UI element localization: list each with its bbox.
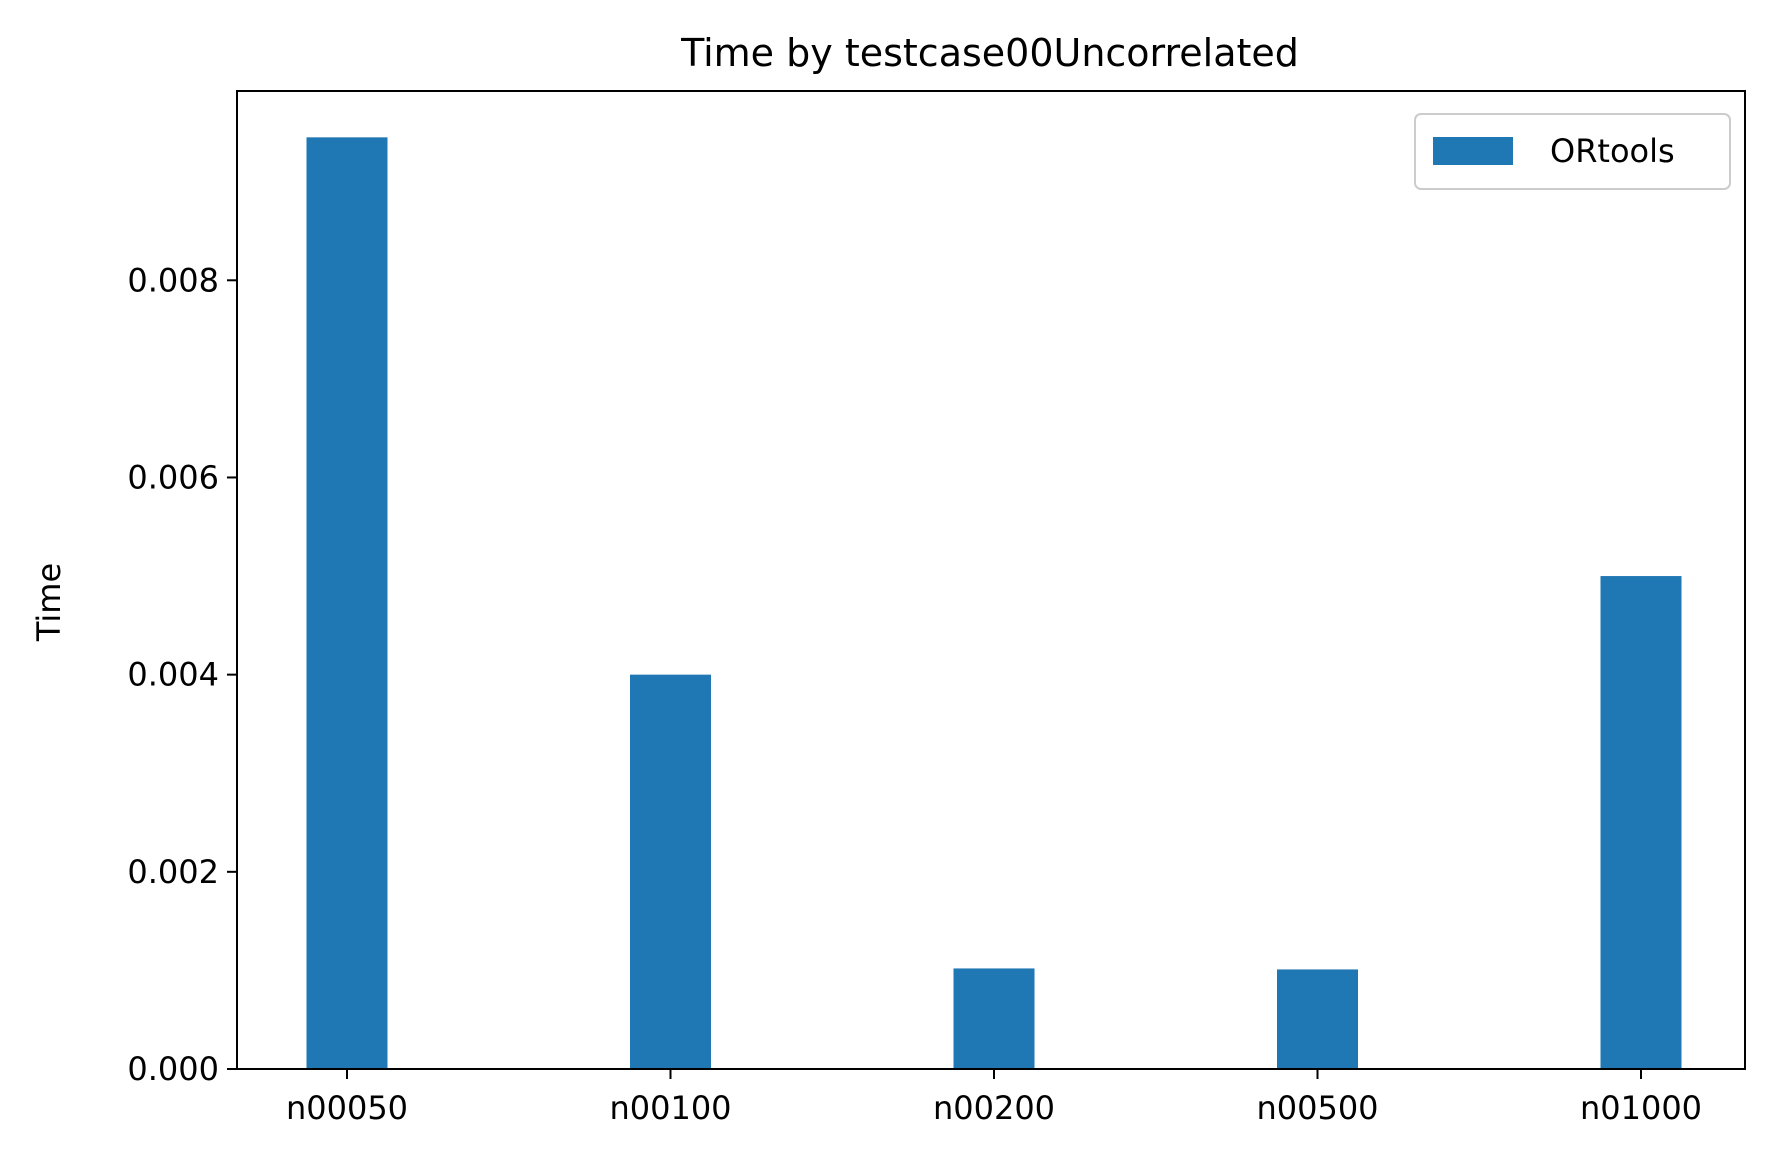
bars — [306, 137, 1682, 1070]
y-tick-label: 0.006 — [127, 458, 219, 496]
legend-label-ortools: ORtools — [1550, 132, 1675, 170]
x-tick-label: n00100 — [609, 1089, 731, 1127]
bar-n00050 — [306, 137, 388, 1070]
x-tick-label: n00500 — [1256, 1089, 1378, 1127]
legend-box — [1414, 113, 1731, 190]
bar-n01000 — [1600, 576, 1682, 1069]
x-axis-ticks: n00050 n00100 n00200 n00500 n01000 — [286, 1069, 1702, 1127]
legend: ORtools — [1414, 113, 1731, 190]
bar-n00200 — [953, 968, 1035, 1069]
x-tick-label: n01000 — [1580, 1089, 1702, 1127]
x-tick-label: n00200 — [933, 1089, 1055, 1127]
y-tick-label: 0.002 — [127, 853, 219, 891]
y-tick-label: 0.000 — [127, 1050, 219, 1088]
y-tick-label: 0.004 — [127, 656, 219, 694]
legend-swatch-ortools — [1433, 137, 1513, 165]
y-axis-label: Time — [30, 563, 68, 642]
x-tick-label: n00050 — [286, 1089, 408, 1127]
bar-n00500 — [1277, 969, 1358, 1069]
plot-area-frame — [236, 90, 1746, 1070]
y-tick-label: 0.008 — [127, 261, 219, 299]
y-axis-ticks: 0.000 0.002 0.004 0.006 0.008 — [127, 261, 237, 1088]
chart-title: Time by testcase00Uncorrelated — [680, 31, 1299, 75]
bar-n00100 — [630, 674, 711, 1069]
